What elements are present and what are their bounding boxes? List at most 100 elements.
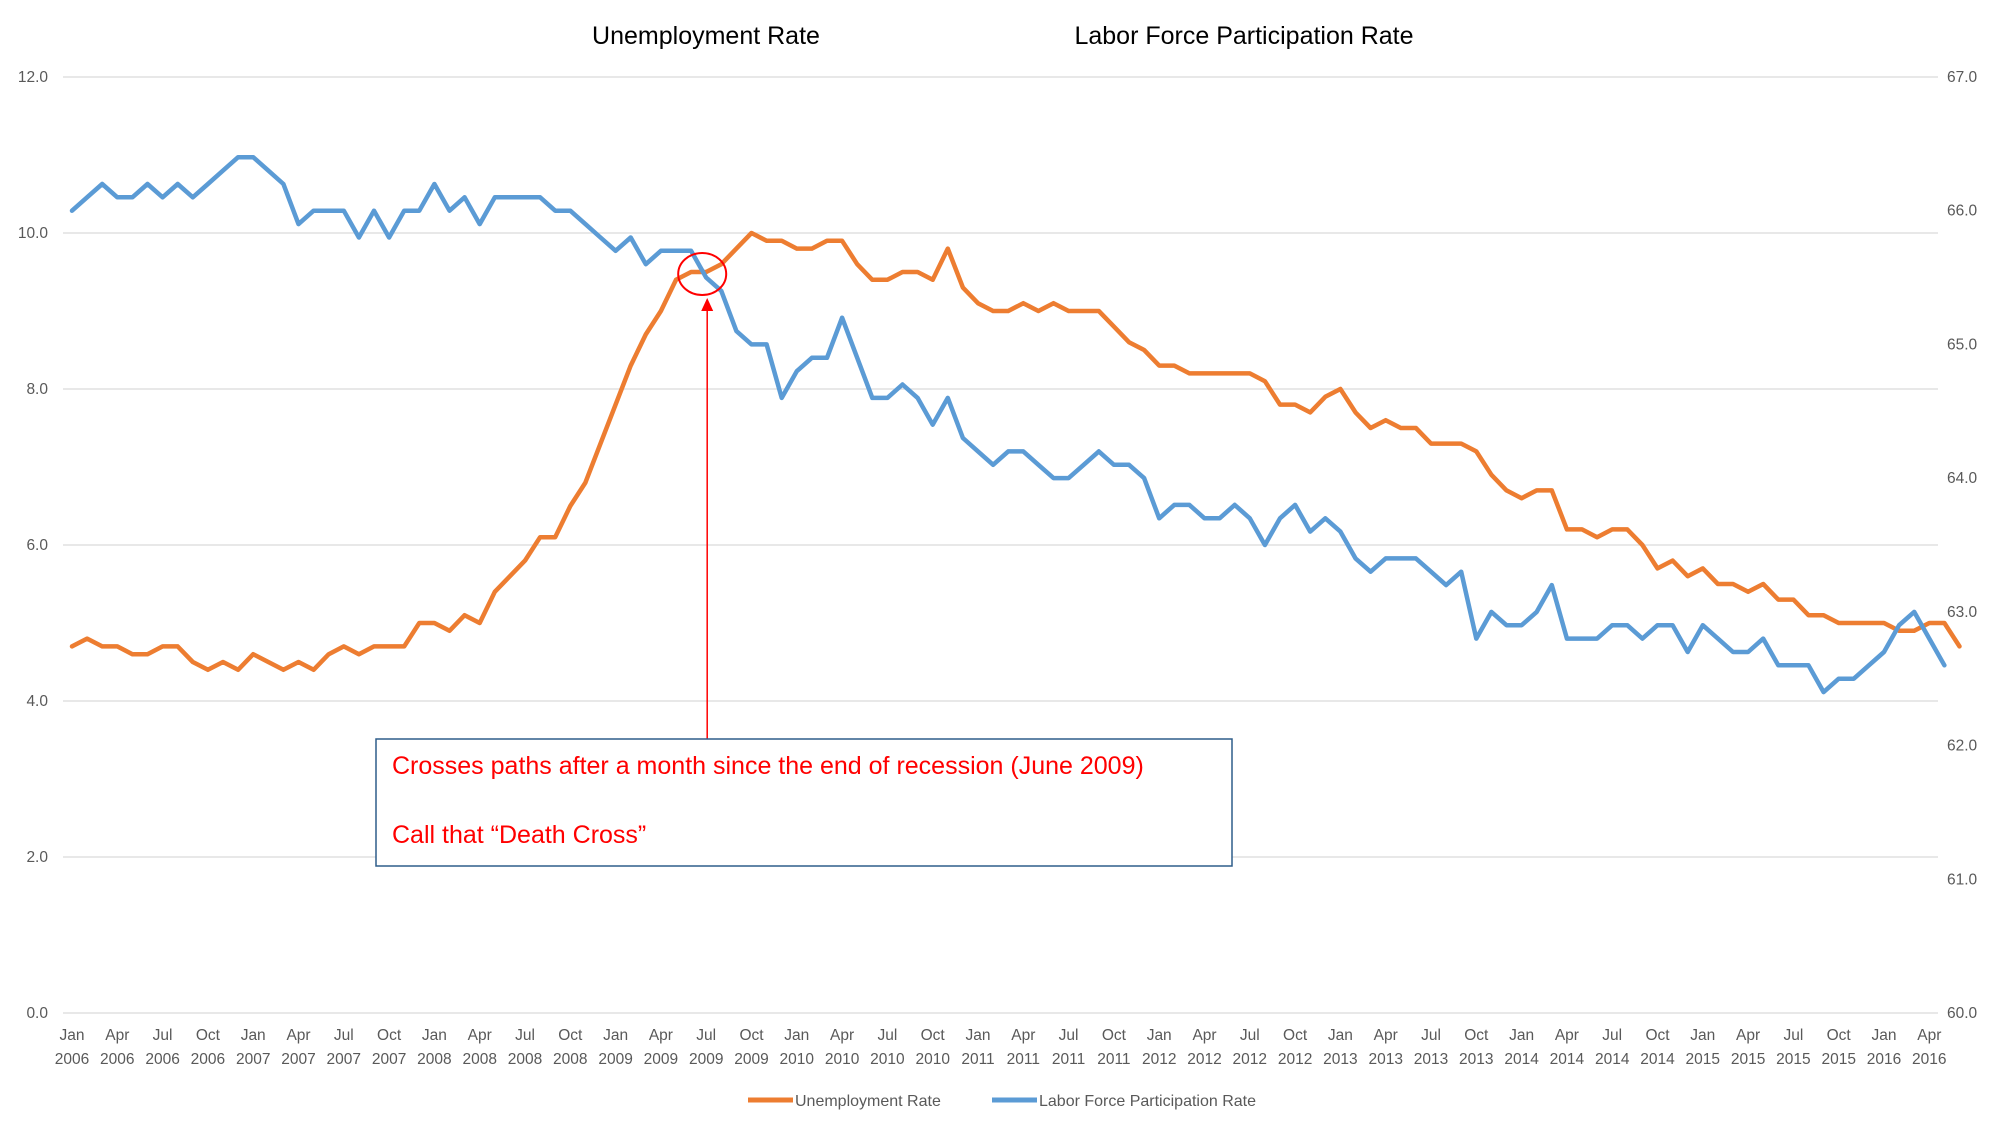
annotation-line-1: Crosses paths after a month since the en… bbox=[392, 752, 1144, 780]
right-tick-label: 63.0 bbox=[1947, 604, 1978, 621]
x-tick-year: 2015 bbox=[1731, 1051, 1765, 1068]
x-tick-month: Oct bbox=[558, 1027, 583, 1044]
title-participation: Labor Force Participation Rate bbox=[1074, 22, 1413, 50]
legend-label-unemployment: Unemployment Rate bbox=[795, 1093, 941, 1110]
x-tick-month: Apr bbox=[1192, 1027, 1216, 1044]
left-tick-label: 2.0 bbox=[26, 849, 48, 866]
x-tick-month: Apr bbox=[1555, 1027, 1579, 1044]
title-unemployment: Unemployment Rate bbox=[592, 22, 820, 50]
death-cross-annotation: Crosses paths after a month since the en… bbox=[375, 252, 1233, 867]
x-tick-month: Apr bbox=[1736, 1027, 1760, 1044]
x-tick-year: 2015 bbox=[1821, 1051, 1855, 1068]
x-tick-month: Oct bbox=[1102, 1027, 1127, 1044]
x-tick-month: Jan bbox=[60, 1027, 85, 1044]
x-tick-year: 2009 bbox=[644, 1051, 678, 1068]
x-tick-month: Oct bbox=[921, 1027, 946, 1044]
x-tick-month: Jul bbox=[1602, 1027, 1622, 1044]
legend-label-participation: Labor Force Participation Rate bbox=[1039, 1093, 1256, 1110]
x-tick-year: 2008 bbox=[508, 1051, 542, 1068]
x-tick-year: 2012 bbox=[1187, 1051, 1221, 1068]
x-tick-year: 2009 bbox=[734, 1051, 768, 1068]
x-tick-year: 2007 bbox=[236, 1051, 270, 1068]
x-tick-year: 2016 bbox=[1867, 1051, 1901, 1068]
x-tick-year: 2014 bbox=[1504, 1051, 1539, 1068]
x-tick-year: 2011 bbox=[1052, 1051, 1085, 1068]
x-tick-month: Oct bbox=[739, 1027, 764, 1044]
left-tick-label: 12.0 bbox=[18, 69, 49, 86]
x-tick-year: 2007 bbox=[372, 1051, 406, 1068]
x-tick-month: Jul bbox=[515, 1027, 535, 1044]
annotation-line-2: Call that “Death Cross” bbox=[392, 821, 646, 849]
x-tick-year: 2013 bbox=[1459, 1051, 1493, 1068]
x-tick-year: 2009 bbox=[689, 1051, 723, 1068]
series-lines bbox=[69, 154, 1962, 695]
gridlines bbox=[63, 76, 1938, 1014]
right-tick-label: 64.0 bbox=[1947, 470, 1978, 487]
right-tick-label: 61.0 bbox=[1947, 871, 1978, 888]
x-tick-year: 2010 bbox=[780, 1051, 815, 1068]
x-tick-year: 2006 bbox=[55, 1051, 89, 1068]
x-tick-month: Apr bbox=[105, 1027, 129, 1044]
series-line-unemployment bbox=[69, 230, 1962, 673]
x-tick-year: 2014 bbox=[1595, 1051, 1630, 1068]
x-tick-month: Oct bbox=[377, 1027, 402, 1044]
x-tick-year: 2008 bbox=[553, 1051, 587, 1068]
x-tick-year: 2015 bbox=[1686, 1051, 1720, 1068]
x-tick-month: Jul bbox=[1421, 1027, 1441, 1044]
x-tick-month: Apr bbox=[468, 1027, 492, 1044]
x-tick-year: 2010 bbox=[915, 1051, 950, 1068]
x-tick-year: 2013 bbox=[1323, 1051, 1357, 1068]
x-tick-year: 2010 bbox=[870, 1051, 905, 1068]
x-tick-year: 2016 bbox=[1912, 1051, 1946, 1068]
x-tick-year: 2008 bbox=[417, 1051, 451, 1068]
right-tick-label: 62.0 bbox=[1947, 738, 1978, 755]
crossing-highlight-circle bbox=[677, 252, 728, 296]
left-tick-label: 6.0 bbox=[26, 537, 48, 554]
x-tick-month: Jul bbox=[1783, 1027, 1803, 1044]
right-tick-label: 67.0 bbox=[1947, 69, 1978, 86]
x-tick-month: Jan bbox=[1690, 1027, 1715, 1044]
legend: Unemployment Rate Labor Force Participat… bbox=[748, 1093, 1256, 1110]
x-tick-month: Jul bbox=[334, 1027, 354, 1044]
x-tick-year: 2006 bbox=[100, 1051, 134, 1068]
x-tick-month: Oct bbox=[1645, 1027, 1670, 1044]
x-tick-year: 2013 bbox=[1368, 1051, 1402, 1068]
x-tick-month: Apr bbox=[1917, 1027, 1941, 1044]
x-tick-year: 2007 bbox=[327, 1051, 361, 1068]
x-tick-year: 2008 bbox=[462, 1051, 496, 1068]
x-tick-year: 2014 bbox=[1550, 1051, 1585, 1068]
left-tick-label: 0.0 bbox=[26, 1005, 48, 1022]
left-tick-label: 10.0 bbox=[18, 225, 49, 242]
x-tick-month: Apr bbox=[1011, 1027, 1035, 1044]
x-tick-month: Jul bbox=[1059, 1027, 1079, 1044]
x-tick-month: Jan bbox=[422, 1027, 447, 1044]
x-tick-month: Jan bbox=[1328, 1027, 1353, 1044]
left-tick-label: 8.0 bbox=[26, 381, 48, 398]
x-tick-year: 2012 bbox=[1233, 1051, 1267, 1068]
x-tick-month: Jan bbox=[966, 1027, 991, 1044]
x-axis: Jan 2006 Apr 2006 Jul 2006 Oct 2006 Jan 2007 Apr 20… bbox=[55, 1027, 1947, 1068]
x-tick-year: 2007 bbox=[281, 1051, 315, 1068]
x-tick-month: Oct bbox=[1464, 1027, 1489, 1044]
annotation-box bbox=[375, 738, 1233, 867]
x-tick-year: 2011 bbox=[1007, 1051, 1040, 1068]
x-tick-year: 2011 bbox=[1097, 1051, 1130, 1068]
x-tick-year: 2009 bbox=[598, 1051, 632, 1068]
x-tick-month: Oct bbox=[1827, 1027, 1852, 1044]
x-tick-month: Jul bbox=[1240, 1027, 1260, 1044]
x-tick-month: Jan bbox=[1147, 1027, 1172, 1044]
x-tick-month: Jul bbox=[696, 1027, 716, 1044]
right-tick-label: 65.0 bbox=[1947, 336, 1978, 353]
right-y-axis: 60.0 61.0 62.0 63.0 64.0 65.0 66.0 67.0 bbox=[1947, 69, 1978, 1022]
annotation-arrow-head bbox=[701, 298, 714, 311]
left-y-axis: 0.0 2.0 4.0 6.0 8.0 10.0 12.0 bbox=[18, 69, 49, 1022]
x-tick-month: Jul bbox=[153, 1027, 173, 1044]
x-tick-year: 2015 bbox=[1776, 1051, 1810, 1068]
x-tick-month: Jan bbox=[784, 1027, 809, 1044]
x-tick-year: 2006 bbox=[191, 1051, 225, 1068]
x-tick-month: Oct bbox=[1283, 1027, 1308, 1044]
x-tick-year: 2012 bbox=[1278, 1051, 1312, 1068]
x-tick-month: Jan bbox=[1509, 1027, 1534, 1044]
